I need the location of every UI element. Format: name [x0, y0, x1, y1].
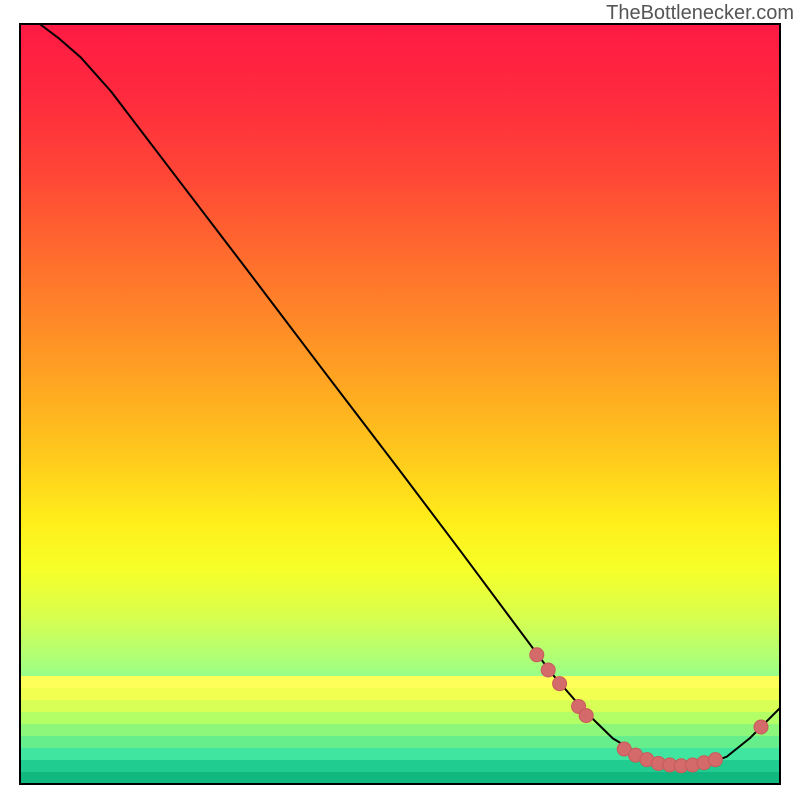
- chart-container: TheBottlenecker.com: [0, 0, 800, 800]
- plot-background: [20, 24, 780, 784]
- bottom-stripe: [20, 712, 780, 724]
- data-point-marker: [541, 663, 555, 677]
- bottom-stripe: [20, 736, 780, 748]
- data-point-marker: [708, 753, 722, 767]
- bottom-stripe: [20, 700, 780, 712]
- data-point-marker: [553, 677, 567, 691]
- bottom-stripe: [20, 748, 780, 760]
- data-point-marker: [579, 709, 593, 723]
- bottleneck-curve-chart: [0, 0, 800, 800]
- bottom-stripe: [20, 724, 780, 736]
- bottom-stripe: [20, 772, 780, 784]
- data-point-marker: [530, 648, 544, 662]
- bottom-stripe: [20, 688, 780, 700]
- bottom-stripe: [20, 676, 780, 688]
- data-point-marker: [754, 720, 768, 734]
- watermark-label: TheBottlenecker.com: [606, 2, 794, 25]
